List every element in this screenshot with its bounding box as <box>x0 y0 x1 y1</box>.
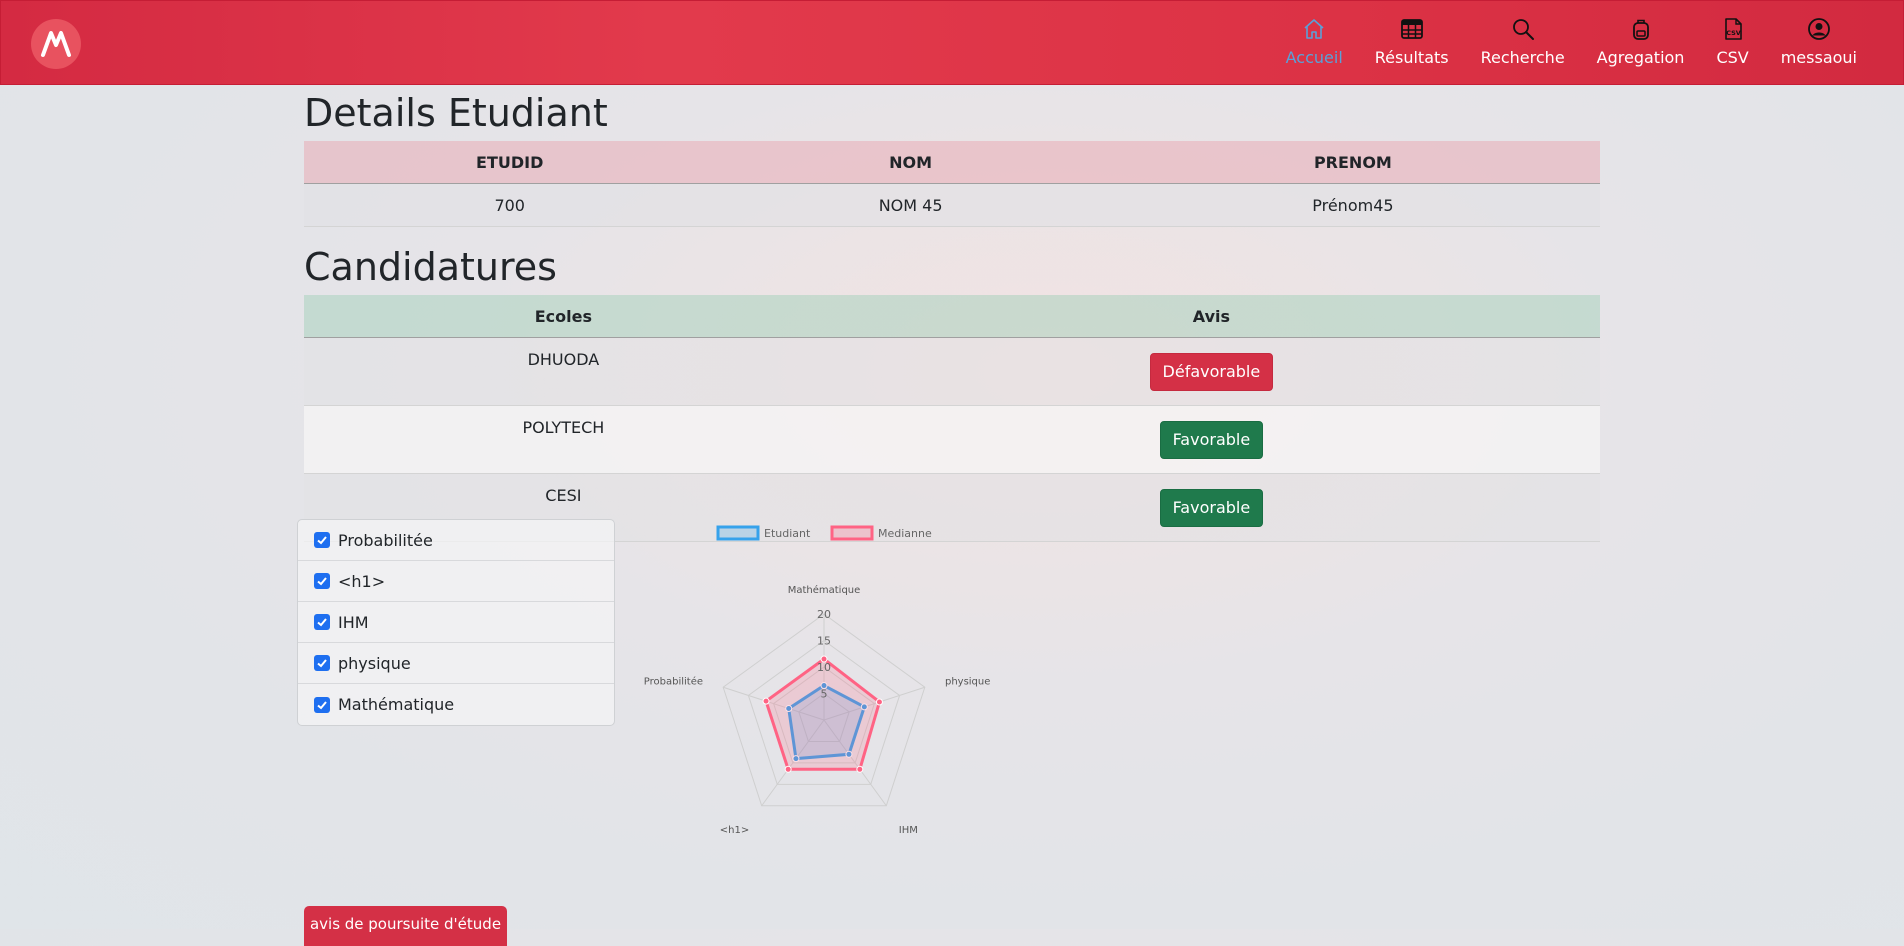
radar-spoke <box>723 686 825 721</box>
radar-point <box>845 750 853 758</box>
column-header: Avis <box>822 295 1600 338</box>
radar-point <box>875 698 883 706</box>
nav-resultats[interactable]: Résultats <box>1359 15 1465 67</box>
column-header: NOM <box>715 141 1106 184</box>
checkbox-checked-icon[interactable] <box>314 532 330 548</box>
radar-grid-ring <box>773 666 875 764</box>
nav-label: messaoui <box>1780 48 1857 67</box>
cell-ecole: POLYTECH <box>304 405 823 474</box>
radar-series-etudiant <box>787 683 867 761</box>
radar-point <box>820 682 828 690</box>
subject-label: Mathématique <box>338 695 455 714</box>
subject-label: Probabilitée <box>338 530 433 550</box>
candidatures-title: Candidatures <box>304 245 557 289</box>
cell-nom: NOM 45 <box>715 183 1106 227</box>
radar-point <box>856 765 864 773</box>
checkbox-checked-icon[interactable] <box>314 614 330 630</box>
subject-label: IHM <box>338 612 369 632</box>
nav-csv[interactable]: CSV CSV <box>1700 15 1764 67</box>
radar-axis-label: physique <box>945 677 990 688</box>
user-icon <box>1805 15 1833 43</box>
csv-file-icon: CSV <box>1719 15 1747 43</box>
avis-poursuite-button[interactable]: avis de poursuite d'étude <box>304 906 507 946</box>
subject-checkbox-item[interactable]: Probabilitée <box>298 520 614 561</box>
legend-label: Medianne <box>878 527 932 540</box>
nav-accueil[interactable]: Accueil <box>1270 15 1359 67</box>
table-row: DHUODA Défavorable <box>304 337 1600 406</box>
top-navbar: Accueil Résultats Recherche Agregation C… <box>0 0 1904 85</box>
nav-label: Recherche <box>1480 48 1565 67</box>
table-row: POLYTECH Favorable <box>304 405 1600 474</box>
table-row: CESI Favorable <box>304 473 1600 542</box>
search-icon <box>1509 15 1537 43</box>
column-header: Ecoles <box>304 295 823 338</box>
column-header: ETUDID <box>304 141 716 184</box>
radar-tick-label: 10 <box>817 661 831 674</box>
logo-mark-icon <box>41 31 71 57</box>
radar-axis-label: Mathématique <box>788 584 861 596</box>
subject-label: physique <box>338 653 411 673</box>
radar-axis-label: Probabilitée <box>644 676 703 688</box>
main-content: Details Etudiant ETUDID NOM PRENOM 700 N… <box>304 85 1600 542</box>
radar-tick-label: 15 <box>817 635 831 648</box>
cell-ecole: DHUODA <box>304 337 823 406</box>
radar-axis-label: <h1> <box>720 825 749 836</box>
nav-label: Résultats <box>1374 48 1449 67</box>
nav-user[interactable]: messaoui <box>1765 15 1873 67</box>
radar-grid-ring <box>722 613 926 807</box>
nav-agregation[interactable]: Agregation <box>1581 15 1701 67</box>
radar-axis-label: IHM <box>899 825 918 836</box>
checkbox-checked-icon[interactable] <box>314 573 330 589</box>
subject-checkbox-item[interactable]: physique <box>298 643 614 684</box>
legend-label: Etudiant <box>764 527 811 540</box>
radar-grid-ring <box>798 692 850 742</box>
legend-swatch-medianne <box>830 525 874 541</box>
nav-label: Accueil <box>1285 48 1343 67</box>
table-icon <box>1398 15 1426 43</box>
checkbox-checked-icon[interactable] <box>314 696 330 713</box>
subject-checkbox-item[interactable]: IHM <box>298 602 614 643</box>
radar-spoke <box>761 719 825 807</box>
svg-text:CSV: CSV <box>1726 29 1741 37</box>
radar-point <box>784 765 792 773</box>
avis-favorable-button[interactable]: Favorable <box>1159 488 1264 527</box>
details-title: Details Etudiant <box>304 91 608 135</box>
radar-point <box>785 705 793 713</box>
app-logo[interactable] <box>31 19 81 69</box>
legend-swatch-etudiant <box>716 525 760 541</box>
checkbox-checked-icon[interactable] <box>314 655 330 671</box>
radar-spoke <box>823 719 887 807</box>
avis-defavorable-button[interactable]: Défavorable <box>1149 352 1274 391</box>
radar-tick-label: 5 <box>821 688 828 701</box>
table-row: 700 NOM 45 Prénom45 <box>304 183 1600 227</box>
subject-checkbox-item[interactable]: <h1> <box>298 561 614 602</box>
column-header: PRENOM <box>1105 141 1600 184</box>
radar-point <box>860 703 868 711</box>
cell-etudid: 700 <box>304 183 716 227</box>
radar-point <box>792 755 800 763</box>
nav-label: CSV <box>1716 48 1749 67</box>
nav-label: Agregation <box>1596 48 1685 67</box>
avis-favorable-button[interactable]: Favorable <box>1159 420 1264 459</box>
cell-prenom: Prénom45 <box>1105 183 1600 227</box>
subject-label: <h1> <box>338 571 386 591</box>
radar-series-medianne <box>764 657 882 771</box>
nav-recherche[interactable]: Recherche <box>1465 15 1581 67</box>
candidatures-table: Ecoles Avis DHUODA Défavorable POLYTECH … <box>304 295 1600 542</box>
radar-point <box>762 697 770 705</box>
radar-chart: 5 10 15 20 Mathématique physique IHM <h1> Probab… <box>644 525 990 836</box>
radar-point <box>820 655 828 663</box>
radar-tick-label: 20 <box>817 608 831 621</box>
subject-filter-list: Probabilitée <h1> IHM physique Mathémati… <box>297 519 615 726</box>
radar-grid-ring <box>747 639 901 785</box>
student-details-table: ETUDID NOM PRENOM 700 NOM 45 Prénom45 <box>304 141 1600 227</box>
subject-checkbox-item[interactable]: Mathématique <box>298 684 614 725</box>
home-icon <box>1300 15 1328 43</box>
radar-spoke <box>823 686 925 721</box>
backpack-icon <box>1627 15 1655 43</box>
